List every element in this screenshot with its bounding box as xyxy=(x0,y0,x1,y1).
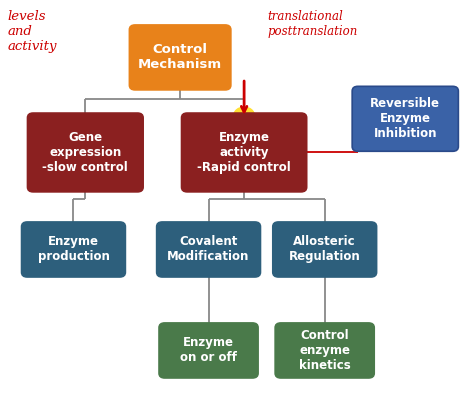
Text: Gene
expression
-slow control: Gene expression -slow control xyxy=(43,131,128,174)
FancyBboxPatch shape xyxy=(352,86,458,151)
FancyBboxPatch shape xyxy=(182,113,307,192)
FancyBboxPatch shape xyxy=(275,323,374,378)
Circle shape xyxy=(234,107,255,124)
Text: levels
and
activity: levels and activity xyxy=(7,10,56,53)
FancyBboxPatch shape xyxy=(27,113,143,192)
Text: Control
Mechanism: Control Mechanism xyxy=(138,44,222,71)
FancyBboxPatch shape xyxy=(156,222,261,277)
FancyBboxPatch shape xyxy=(159,323,258,378)
FancyBboxPatch shape xyxy=(129,25,231,90)
Text: Enzyme
on or off: Enzyme on or off xyxy=(180,337,237,364)
Text: Control
enzyme
kinetics: Control enzyme kinetics xyxy=(299,329,351,372)
Text: translational
posttranslation: translational posttranslation xyxy=(268,10,358,38)
Text: Reversible
Enzyme
Inhibition: Reversible Enzyme Inhibition xyxy=(370,97,440,140)
FancyBboxPatch shape xyxy=(22,222,125,277)
Text: Enzyme
production: Enzyme production xyxy=(37,236,109,263)
Text: Covalent
Modification: Covalent Modification xyxy=(167,236,250,263)
FancyBboxPatch shape xyxy=(273,222,376,277)
Text: Enzyme
activity
-Rapid control: Enzyme activity -Rapid control xyxy=(197,131,291,174)
Text: Allosteric
Regulation: Allosteric Regulation xyxy=(289,236,361,263)
